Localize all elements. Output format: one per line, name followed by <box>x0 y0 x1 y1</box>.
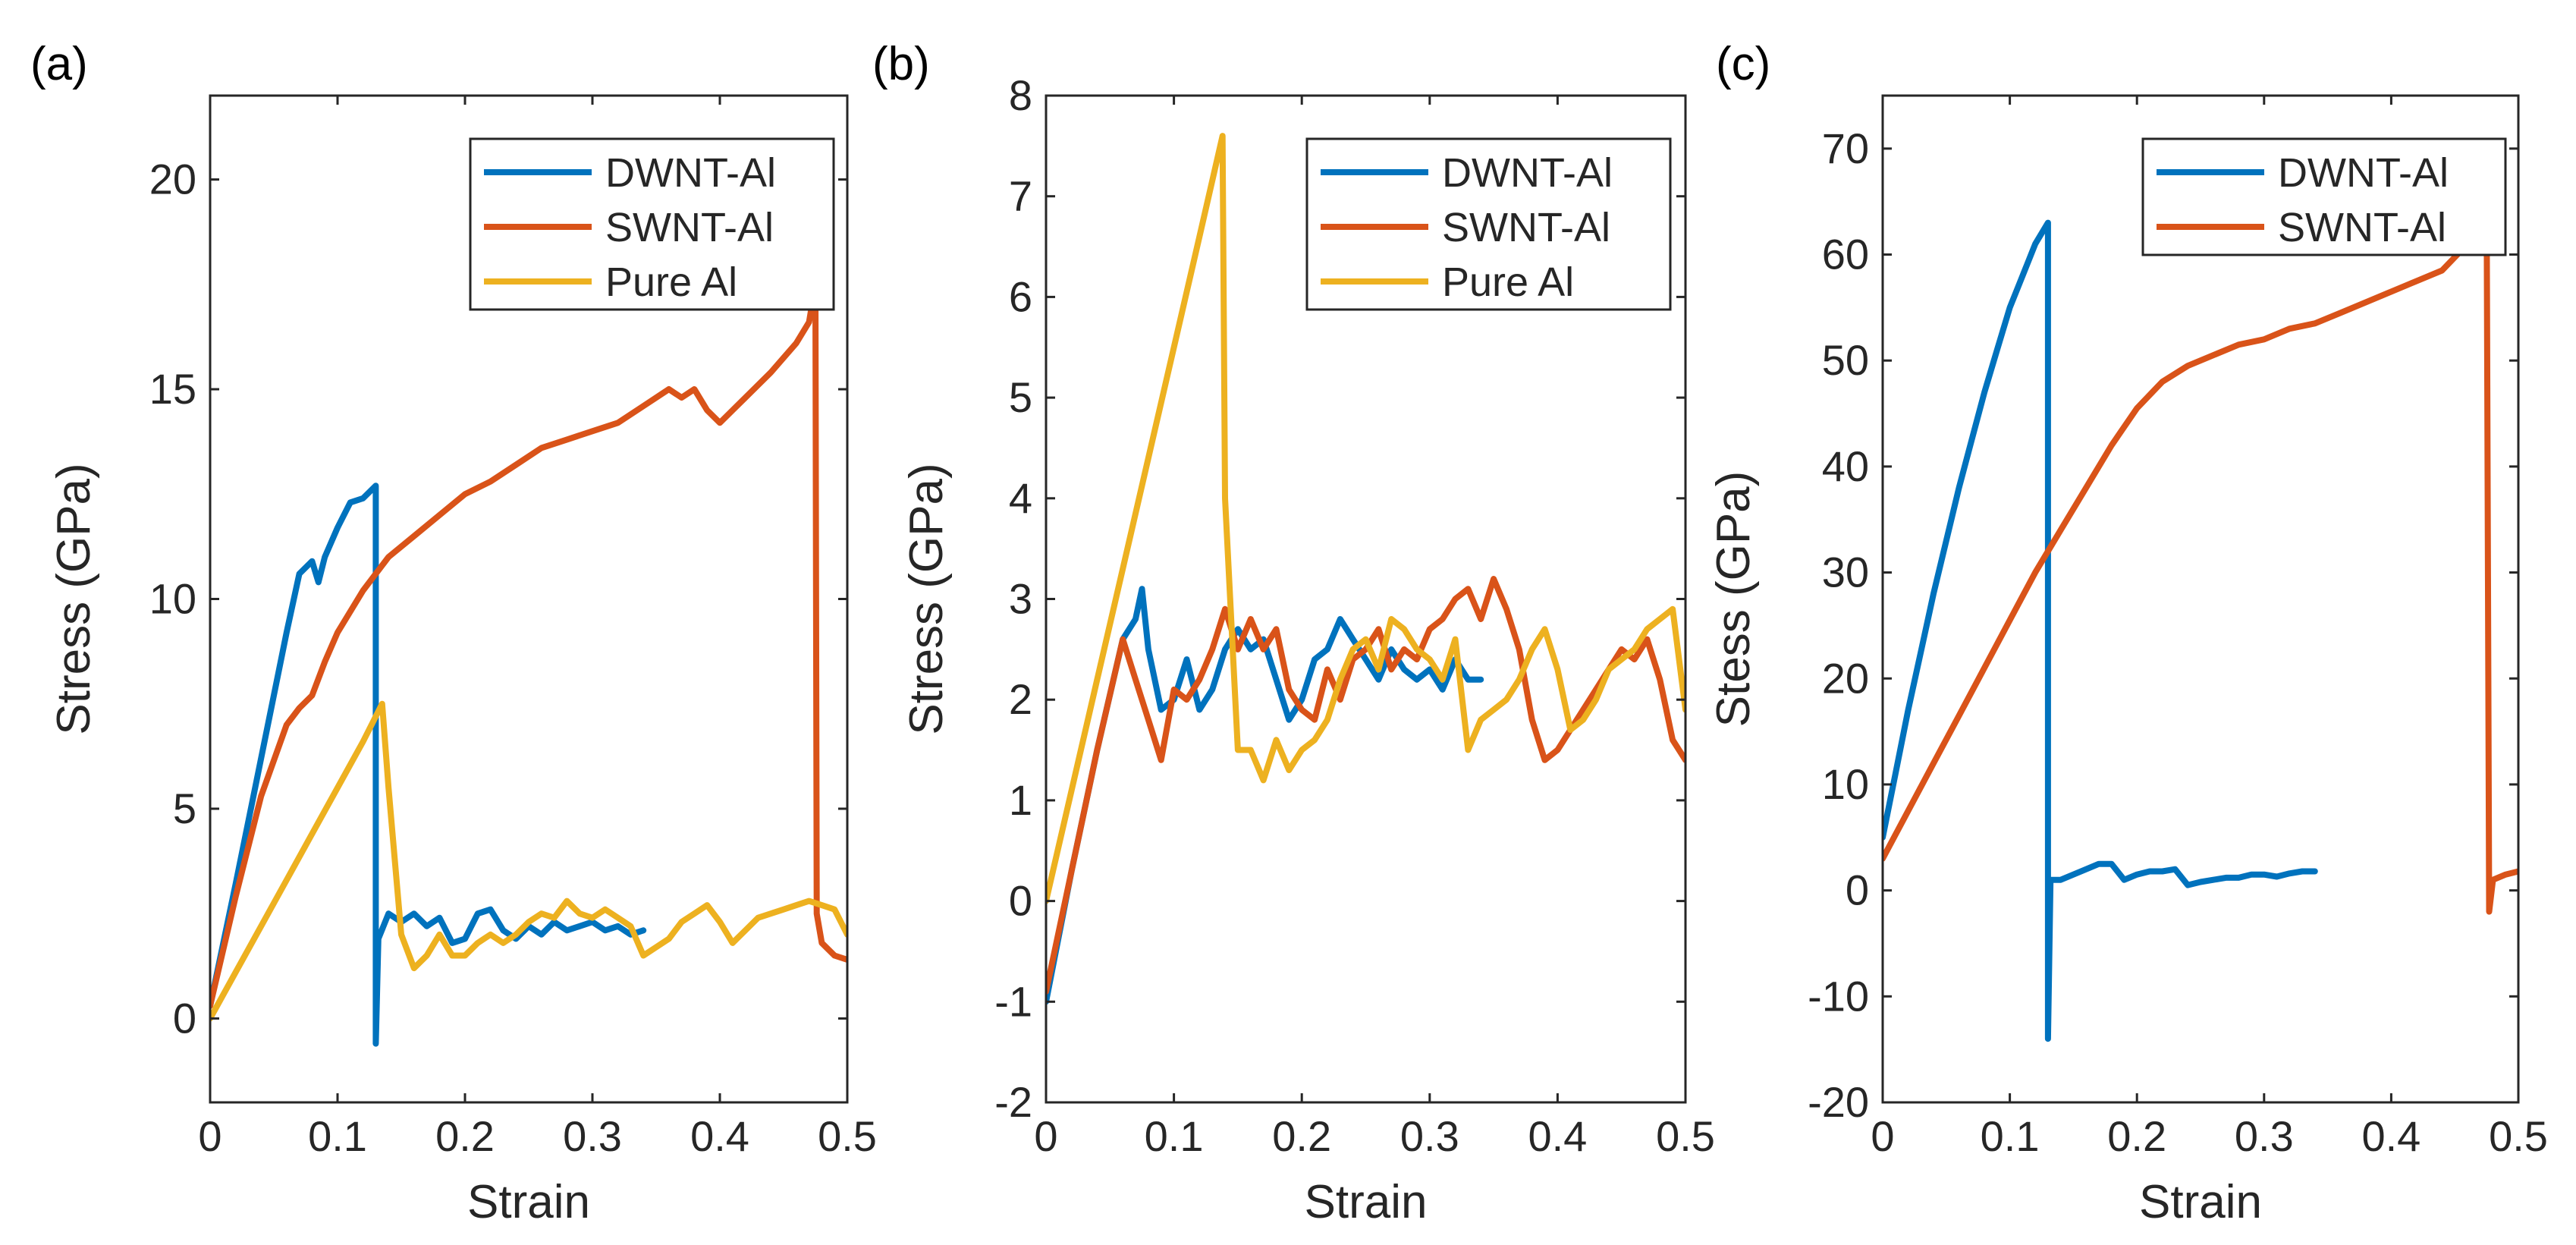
y-tick-label: -2 <box>994 1078 1032 1126</box>
x-tick-label: 0.2 <box>1272 1112 1331 1160</box>
y-tick-label: 10 <box>1822 760 1869 808</box>
legend-label: Pure Al <box>1442 259 1574 305</box>
y-tick-label: -1 <box>994 977 1032 1025</box>
axes-box <box>1881 94 2520 1104</box>
y-axis-label: Stress (GPa) <box>900 463 953 734</box>
legend-label: SWNT-Al <box>2278 205 2446 250</box>
y-tick-label: 60 <box>1822 231 1869 278</box>
series-line-dwnt-al <box>1883 219 2318 1042</box>
y-tick-label: 40 <box>1822 442 1869 490</box>
x-tick-label: 0.1 <box>1981 1112 2040 1160</box>
y-tick-label: 6 <box>1009 272 1032 320</box>
y-tick-label: 50 <box>1822 336 1869 384</box>
panel-label-c: (c) <box>1716 38 1770 90</box>
x-tick-label: 0.4 <box>2361 1112 2420 1160</box>
panel-b: (b) 0 0.1 0.2 0.3 0.4 0.5 -2 -1 0 1 2 3 4 5 6 7 8 Strain St… <box>872 38 1715 1228</box>
series-line-pure-al <box>210 700 847 1022</box>
x-axis-label: Strain <box>1305 1176 1428 1228</box>
y-axis-label: Stess (GPa) <box>1707 471 1760 728</box>
y-tick-label: 0 <box>1009 877 1032 925</box>
y-tick-label: 15 <box>149 365 196 413</box>
y-tick-label: 20 <box>1822 654 1869 702</box>
x-tick-label: 0.5 <box>2489 1112 2548 1160</box>
y-tick-label: 20 <box>149 156 196 203</box>
x-tick-label: 0.2 <box>2107 1112 2166 1160</box>
legend: DWNT-Al SWNT-Al Pure Al <box>1305 137 1672 311</box>
x-tick-label: 0.1 <box>1145 1112 1204 1160</box>
y-tick-label: 7 <box>1009 172 1032 220</box>
x-tick-label: 0.4 <box>1528 1112 1587 1160</box>
legend-label: SWNT-Al <box>605 205 774 250</box>
series-line-dwnt-al <box>1046 586 1484 1005</box>
plot-area <box>1883 177 2518 1042</box>
legend-label: DWNT-Al <box>1442 150 1613 196</box>
y-tick-label: 30 <box>1822 549 1869 596</box>
y-tick-label: 4 <box>1009 474 1032 522</box>
x-tick-label: 0 <box>1871 1112 1894 1160</box>
y-tick-label: 10 <box>149 575 196 623</box>
plot-area <box>1046 133 1685 1005</box>
legend-label: SWNT-Al <box>1442 205 1610 250</box>
x-tick-label: 0.2 <box>435 1112 495 1160</box>
y-tick-label: 3 <box>1009 575 1032 623</box>
series-line-swnt-al <box>1883 177 2518 915</box>
x-axis-label: Strain <box>2139 1176 2262 1228</box>
x-tick-label: 0.3 <box>2235 1112 2294 1160</box>
x-tick-label: 0 <box>1034 1112 1057 1160</box>
legend-box <box>2141 137 2507 256</box>
x-tick-label: 0.5 <box>818 1112 877 1160</box>
y-tick-label: 5 <box>1009 373 1032 421</box>
y-tick-label: 8 <box>1009 71 1032 119</box>
y-axis-label: Stress (GPa) <box>48 463 100 734</box>
series-line-dwnt-al <box>210 483 647 1047</box>
y-tick-label: 2 <box>1009 675 1032 723</box>
panel-label-a: (a) <box>30 38 88 90</box>
panel-a: (a) 0 0.1 0.2 0.3 0.4 0.5 0 5 10 15 20 Strain Stress … <box>30 38 877 1228</box>
x-tick-label: 0.3 <box>563 1112 622 1160</box>
y-tick-label: 70 <box>1822 124 1869 172</box>
series-line-swnt-al <box>210 281 847 1009</box>
legend: DWNT-Al SWNT-Al <box>2141 137 2507 256</box>
legend-label: Pure Al <box>605 259 737 305</box>
legend-label: DWNT-Al <box>2278 150 2449 196</box>
y-tick-label: 1 <box>1009 776 1032 824</box>
x-tick-label: 0 <box>198 1112 221 1160</box>
panel-label-b: (b) <box>872 38 930 90</box>
x-tick-label: 0.1 <box>308 1112 367 1160</box>
x-tick-label: 0.5 <box>1656 1112 1715 1160</box>
legend-label: DWNT-Al <box>605 150 776 196</box>
x-tick-label: 0.3 <box>1400 1112 1459 1160</box>
plot-area <box>210 281 847 1047</box>
x-tick-label: 0.4 <box>690 1112 749 1160</box>
legend: DWNT-Al SWNT-Al Pure Al <box>469 137 835 311</box>
y-tick-label: -10 <box>1808 972 1869 1020</box>
series-line-pure-al <box>1046 133 1685 904</box>
panel-c: (c) 0 0.1 0.2 0.3 0.4 0.5 -20 -10 0 10 20 30 40 50 60 70… <box>1707 38 2548 1228</box>
x-axis-label: Strain <box>467 1176 590 1228</box>
y-tick-label: 0 <box>173 994 196 1042</box>
y-tick-label: -20 <box>1808 1078 1869 1126</box>
y-tick-label: 5 <box>173 784 196 832</box>
y-tick-label: 0 <box>1846 866 1869 914</box>
